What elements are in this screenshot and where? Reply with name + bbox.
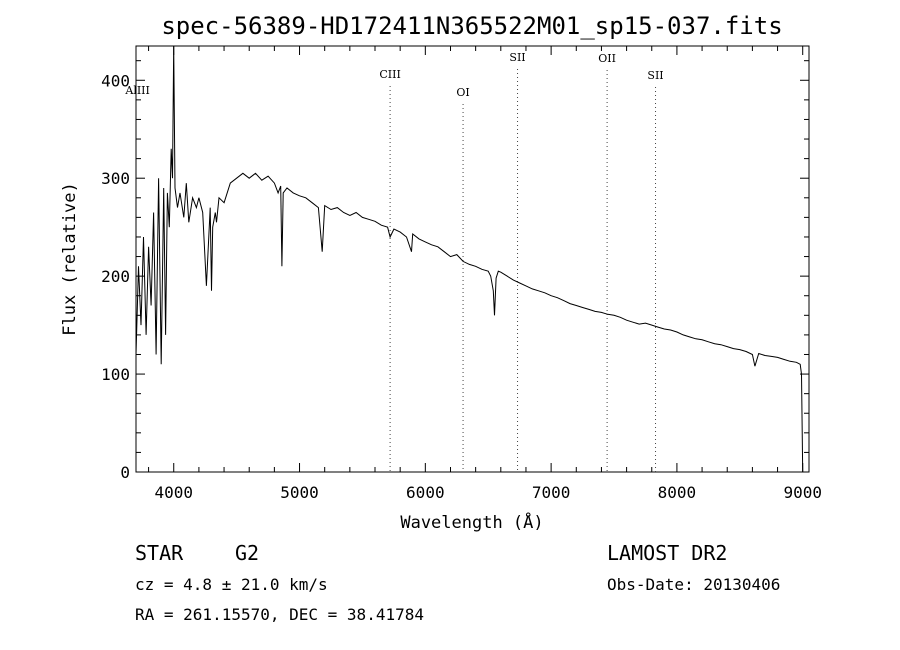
x-tick-label: 9000 [783,483,822,502]
coordinates: RA = 261.15570, DEC = 38.41784 [135,605,424,624]
line-marker-label: OI [456,86,469,99]
x-tick-label: 4000 [154,483,193,502]
plot-frame [135,45,810,473]
y-tick-label: 300 [101,169,130,188]
axis-ticks: 4000 5000 6000 7000 8000 9000 0 100 200 300 400 [101,46,822,502]
y-tick-label: 200 [101,267,130,286]
object-class: STAR [135,541,184,565]
y-tick-label: 400 [101,71,130,90]
line-marker-label: SII [647,69,663,82]
object-subclass: G2 [235,541,260,565]
x-tick-label: 7000 [532,483,571,502]
chart-title: spec-56389-HD172411N365522M01_sp15-037.f… [161,12,782,40]
y-tick-label: 0 [120,463,130,482]
x-tick-label: 6000 [406,483,445,502]
survey-label: LAMOST DR2 [607,541,728,565]
y-axis-label: Flux (relative) [60,182,80,336]
line-annotations: AlIII CIII OI SII OII SII [124,51,664,472]
line-marker-label: AlIII [124,84,150,97]
y-tick-label: 100 [101,365,130,384]
x-tick-label: 8000 [658,483,697,502]
line-marker-label: OII [598,52,616,65]
line-marker-label: SII [509,51,525,64]
flux-series-line [135,45,804,473]
x-tick-label: 5000 [280,483,319,502]
line-marker-label: CIII [379,68,400,81]
observation-date: Obs-Date: 20130406 [607,575,781,594]
x-axis-label: Wavelength (Å) [400,511,543,533]
redshift-cz: cz = 4.8 ± 21.0 km/s [135,575,328,594]
